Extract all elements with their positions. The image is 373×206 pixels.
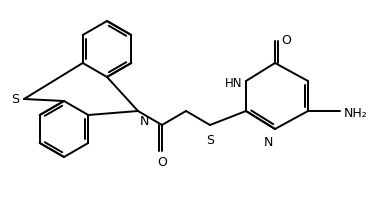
Text: O: O [157,155,167,168]
Text: O: O [281,33,291,46]
Text: S: S [11,93,19,106]
Text: N: N [140,115,149,127]
Text: NH₂: NH₂ [344,107,368,120]
Text: S: S [206,133,214,146]
Text: HN: HN [225,77,242,90]
Text: N: N [264,135,273,148]
